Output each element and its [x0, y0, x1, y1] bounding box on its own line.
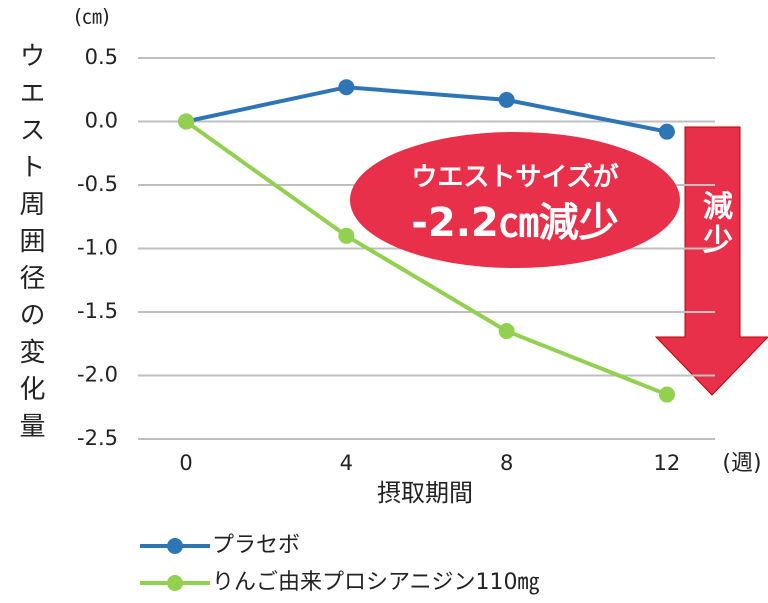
- y-tick-label: -2.0: [77, 363, 118, 387]
- arrow: [654, 126, 768, 396]
- data-point: [338, 227, 355, 244]
- y-unit: (㎝): [74, 5, 110, 29]
- x-unit: (週): [722, 451, 761, 476]
- x-label: 摂取期間: [377, 479, 473, 507]
- data-point: [658, 386, 675, 403]
- series-line: [184, 119, 668, 397]
- series-line: [185, 85, 668, 134]
- x-tick-label: 0: [179, 451, 192, 475]
- x-tick-label: 12: [654, 451, 681, 475]
- y-tick-label: -2.5: [77, 426, 118, 450]
- legend-marker: [167, 575, 183, 591]
- y-tick-label: 0.5: [85, 45, 118, 69]
- x-tick-label: 4: [340, 451, 353, 475]
- y-tick-label: -0.5: [77, 172, 118, 196]
- arrow-label: 減少: [697, 190, 732, 258]
- legend-label: プラセボ: [212, 533, 300, 558]
- annotation-line: ウエストサイズが: [411, 162, 618, 193]
- data-point: [658, 123, 675, 140]
- y-tick-label: -1.0: [77, 236, 118, 260]
- y-label: ウエスト周囲径の変化量: [15, 42, 45, 449]
- data-point: [498, 91, 515, 108]
- legend-label: りんご由来プロシアニジン110㎎: [212, 570, 540, 596]
- data-point: [498, 323, 515, 340]
- data-point: [338, 79, 355, 96]
- legend-marker: [167, 538, 183, 554]
- x-tick-label: 8: [500, 451, 513, 475]
- data-point: [178, 113, 195, 130]
- annotation-line: -2.2㎝減少: [411, 200, 618, 246]
- y-tick-label: 0.0: [85, 109, 118, 133]
- y-tick-label: -1.5: [77, 299, 118, 323]
- annotation-bubble: [350, 132, 680, 268]
